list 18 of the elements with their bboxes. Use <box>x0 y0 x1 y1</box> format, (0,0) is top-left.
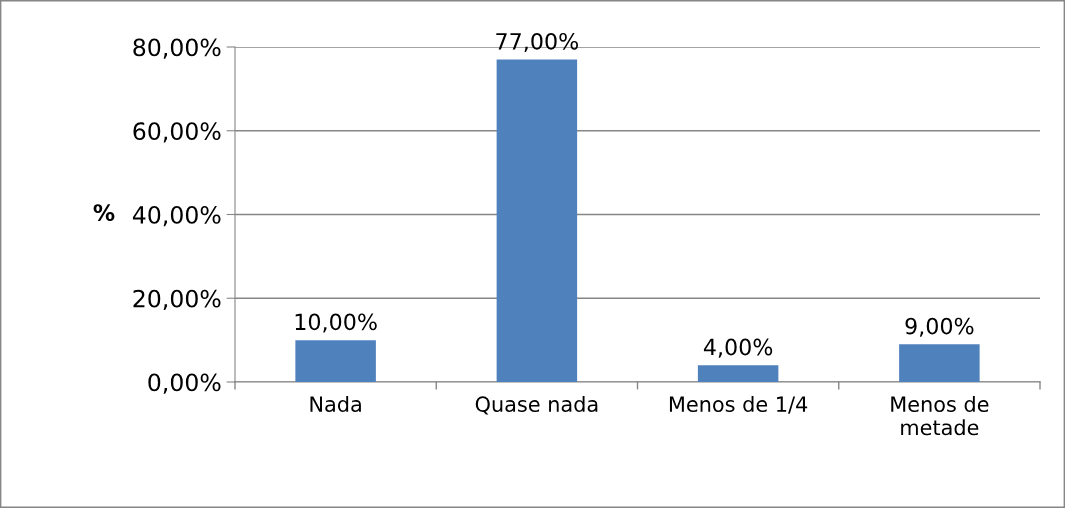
data-label: 77,00% <box>496 32 579 52</box>
x-tick-label: Quase nada <box>475 395 598 415</box>
y-tick-label: 20,00% <box>133 289 221 310</box>
data-label: 9,00% <box>905 317 974 337</box>
bar <box>496 59 578 382</box>
bar <box>295 340 376 382</box>
data-label: 10,00% <box>295 313 377 333</box>
y-axis-title: % <box>93 204 115 221</box>
y-tick-label: 0,00% <box>148 373 221 394</box>
data-label: 4,00% <box>703 338 773 358</box>
x-tick-label: Menos de 1/4 <box>669 395 808 414</box>
x-tick-label: Nada <box>310 395 361 413</box>
y-tick-label: 80,00% <box>133 38 221 59</box>
x-tick-label: Menos de metade <box>891 395 989 436</box>
bar <box>697 365 779 382</box>
bar <box>899 344 980 382</box>
y-tick-label: 60,00% <box>133 122 221 143</box>
y-tick-label: 40,00% <box>132 205 221 227</box>
